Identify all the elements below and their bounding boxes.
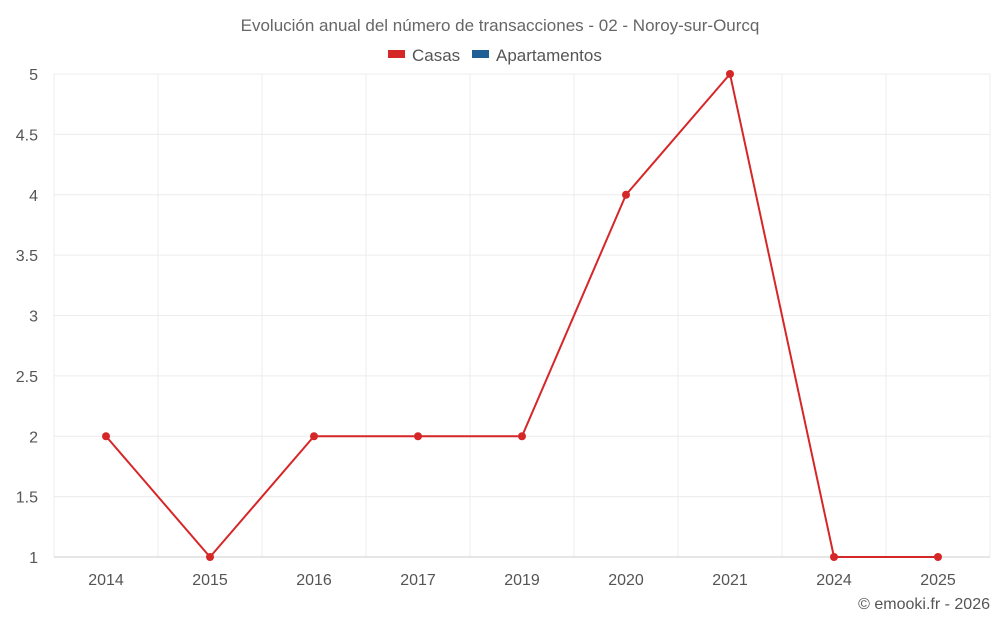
data-point[interactable] [102, 432, 110, 441]
legend-item-apartamentos[interactable]: Apartamentos [472, 46, 602, 65]
x-tick-label: 2020 [608, 572, 644, 589]
legend-label-apartamentos: Apartamentos [496, 46, 602, 65]
data-point[interactable] [830, 553, 838, 561]
series-casas [102, 70, 942, 561]
data-point[interactable] [726, 70, 734, 78]
y-tick-label: 1 [29, 550, 38, 567]
x-tick-label: 2021 [712, 572, 748, 589]
legend: Casas Apartamentos [388, 46, 602, 65]
data-point[interactable] [622, 190, 630, 199]
x-tick-label: 2016 [296, 572, 332, 589]
y-tick-label: 4 [29, 188, 38, 205]
y-axis: 1 1.5 2 2.5 3 3.5 4 4.5 5 [16, 67, 38, 567]
legend-item-casas[interactable]: Casas [388, 46, 460, 65]
legend-swatch-casas [388, 50, 405, 58]
x-axis: 2014 2015 2016 2017 2019 2020 2021 2024 2025 [54, 556, 990, 589]
y-tick-label: 3.5 [16, 248, 38, 265]
x-tick-label: 2025 [920, 572, 956, 589]
y-tick-label: 5 [29, 67, 38, 84]
y-tick-label: 2.5 [16, 369, 38, 386]
y-tick-label: 3 [29, 309, 38, 326]
data-point[interactable] [518, 432, 526, 441]
data-point[interactable] [414, 432, 422, 441]
x-tick-label: 2024 [816, 572, 852, 589]
data-point[interactable] [310, 432, 318, 441]
chart-title: Evolución anual del número de transaccio… [241, 16, 760, 35]
x-tick-label: 2014 [88, 572, 124, 589]
x-tick-label: 2015 [192, 572, 228, 589]
x-tick-label: 2019 [504, 572, 540, 589]
y-tick-label: 1.5 [16, 490, 38, 507]
legend-swatch-apartamentos [472, 50, 489, 58]
y-tick-label: 2 [29, 429, 38, 446]
y-tick-label: 4.5 [16, 127, 38, 144]
grid [53, 73, 991, 558]
credit-text: © emooki.fr - 2026 [858, 596, 990, 613]
data-point[interactable] [934, 553, 942, 561]
legend-label-casas: Casas [412, 46, 460, 65]
data-point[interactable] [206, 553, 214, 561]
x-tick-label: 2017 [400, 572, 436, 589]
